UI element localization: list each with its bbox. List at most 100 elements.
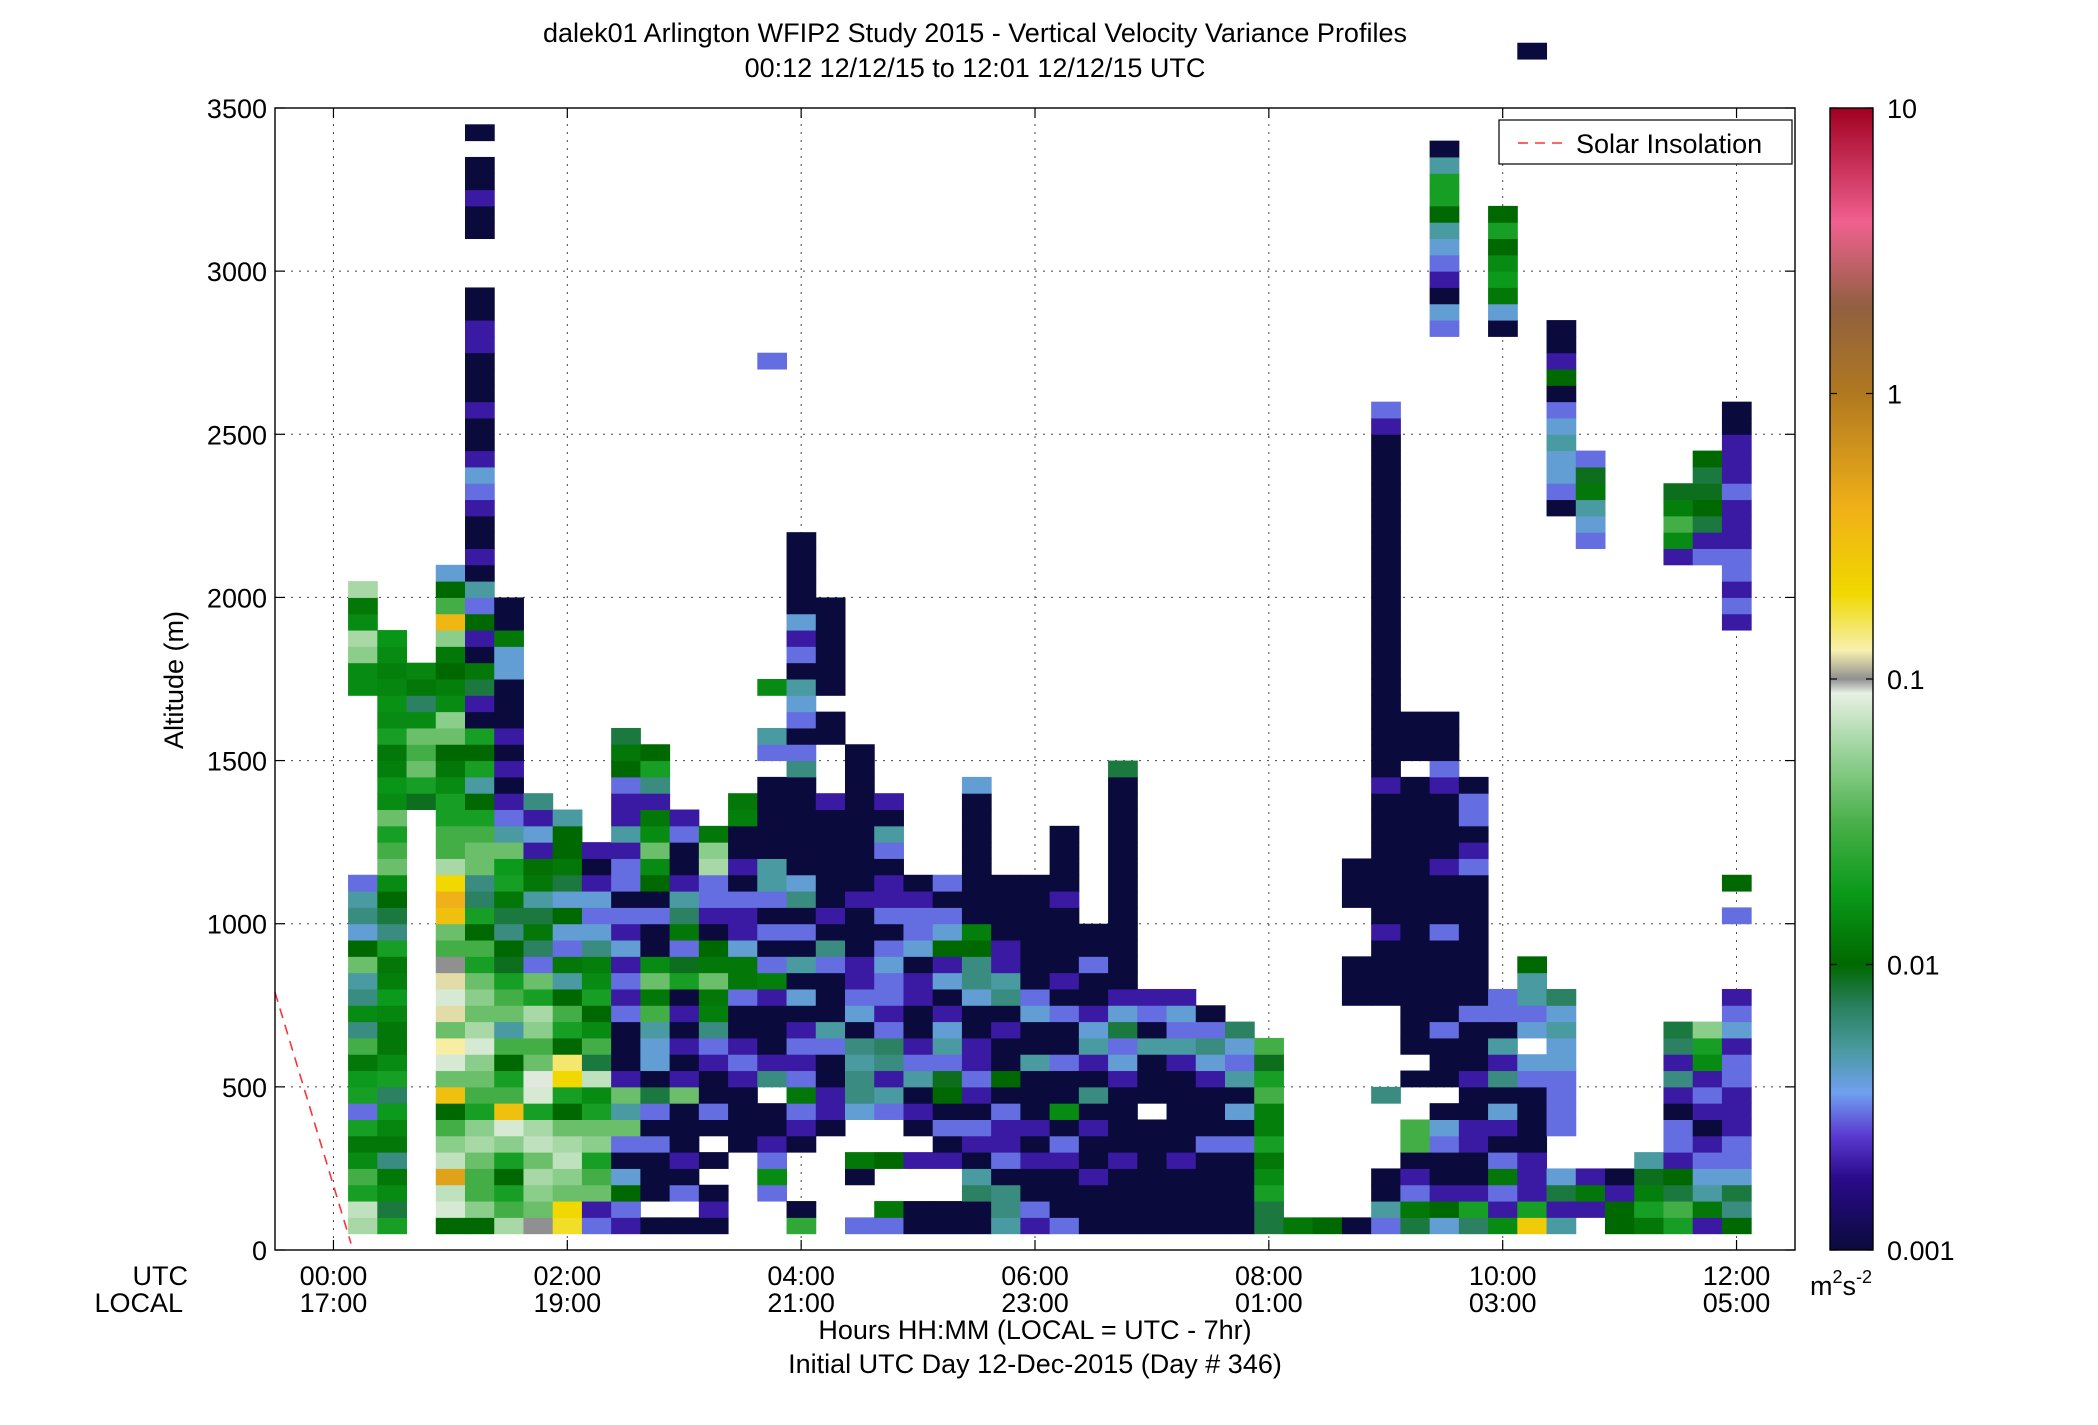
heatmap-cell xyxy=(1371,793,1401,811)
heatmap-cell xyxy=(1078,1119,1109,1137)
heatmap-cell xyxy=(669,1103,700,1120)
heatmap-cell xyxy=(815,597,846,615)
heatmap-cell xyxy=(1166,1086,1197,1104)
heatmap-cell xyxy=(435,776,466,794)
x-tick-label-utc: 12:00 xyxy=(1703,1261,1771,1291)
heatmap-cell xyxy=(1400,1168,1431,1186)
heatmap-cell xyxy=(465,940,495,957)
heatmap-cell xyxy=(845,874,875,892)
heatmap-cell xyxy=(581,1086,612,1104)
heatmap-cell xyxy=(1108,1135,1138,1153)
heatmap-cell xyxy=(1721,466,1752,484)
heatmap-cell xyxy=(786,630,817,647)
heatmap-cell xyxy=(757,907,788,925)
heatmap-cell xyxy=(494,923,524,941)
heatmap-cell xyxy=(1371,401,1401,419)
heatmap-cell xyxy=(1108,923,1138,941)
heatmap-cell xyxy=(1458,1184,1489,1202)
heatmap-cell xyxy=(874,842,904,859)
heatmap-cell xyxy=(1400,776,1431,794)
heatmap-cell xyxy=(1546,320,1577,337)
heatmap-cell xyxy=(581,1201,612,1218)
heatmap-cell xyxy=(874,858,904,876)
heatmap-cell xyxy=(1049,1184,1080,1202)
heatmap-cell xyxy=(552,1054,583,1072)
heatmap-cell xyxy=(815,1086,846,1104)
heatmap-cell xyxy=(523,1168,554,1186)
heatmap-cell xyxy=(669,1119,700,1137)
heatmap-cell xyxy=(494,727,524,745)
heatmap-cell xyxy=(815,662,846,680)
heatmap-cell xyxy=(435,630,466,647)
heatmap-cell xyxy=(1078,972,1109,990)
heatmap-cell xyxy=(845,842,875,859)
heatmap-cell xyxy=(611,727,641,745)
heatmap-cell xyxy=(903,1021,934,1039)
heatmap-cell xyxy=(1108,972,1138,990)
heatmap-cell xyxy=(465,352,495,370)
heatmap-cell xyxy=(435,988,466,1006)
heatmap-cell xyxy=(728,858,758,876)
heatmap-cell xyxy=(786,760,817,778)
heatmap-cell xyxy=(1225,1152,1255,1169)
heatmap-cell xyxy=(1371,1086,1401,1104)
y-tick-label: 500 xyxy=(222,1073,267,1103)
heatmap-cell xyxy=(1166,1103,1197,1120)
heatmap-cell xyxy=(698,1184,729,1202)
heatmap-cell xyxy=(611,1086,641,1104)
heatmap-cell xyxy=(1254,1037,1284,1055)
heatmap-cell xyxy=(435,825,466,843)
x-tick-label-local: 05:00 xyxy=(1703,1288,1771,1318)
heatmap-cell xyxy=(1020,1184,1051,1202)
heatmap-cell xyxy=(757,352,788,370)
heatmap-cell xyxy=(1049,858,1080,876)
heatmap-cell xyxy=(581,923,612,941)
heatmap-cell xyxy=(1195,1184,1226,1202)
heatmap-cell xyxy=(728,1070,758,1088)
heatmap-cell xyxy=(348,956,378,974)
heatmap-cell xyxy=(465,874,495,892)
heatmap-cell xyxy=(1108,776,1138,794)
heatmap-cell xyxy=(435,613,466,631)
heatmap-cell xyxy=(1663,1119,1694,1137)
heatmap-cell xyxy=(991,1037,1021,1055)
heatmap-cell xyxy=(845,744,875,762)
heatmap-cell xyxy=(1721,1201,1752,1218)
colorbar-tick-label: 0.01 xyxy=(1887,951,1940,981)
heatmap-cell xyxy=(786,874,817,892)
heatmap-cell xyxy=(348,923,378,941)
heatmap-cell xyxy=(1458,1201,1489,1218)
heatmap-cell xyxy=(1341,874,1372,892)
heatmap-cell xyxy=(669,825,700,843)
colorbar-tick-label: 1 xyxy=(1887,380,1902,410)
heatmap-cell xyxy=(1108,1103,1138,1120)
heatmap-cell xyxy=(1195,1054,1226,1072)
y-tick-label: 3000 xyxy=(207,257,267,287)
heatmap-cell xyxy=(1137,1152,1168,1169)
heatmap-cell xyxy=(435,597,466,615)
heatmap-cell xyxy=(377,1054,408,1072)
heatmap-cell xyxy=(1692,1184,1723,1202)
heatmap-cell xyxy=(494,842,524,859)
heatmap-cell xyxy=(348,874,378,892)
heatmap-cell xyxy=(1049,1054,1080,1072)
heatmap-cell xyxy=(1137,988,1168,1006)
heatmap-cell xyxy=(1400,1005,1431,1023)
heatmap-cell xyxy=(698,1086,729,1104)
heatmap-cell xyxy=(1429,858,1460,876)
heatmap-cell xyxy=(465,793,495,811)
heatmap-cell xyxy=(552,972,583,990)
heatmap-cell xyxy=(377,1168,408,1186)
heatmap-cell xyxy=(611,1152,641,1169)
heatmap-cell xyxy=(465,776,495,794)
heatmap-cell xyxy=(728,940,758,957)
heatmap-cell xyxy=(1020,874,1051,892)
heatmap-cell xyxy=(1546,1021,1577,1039)
heatmap-cell xyxy=(874,891,904,908)
heatmap-cell xyxy=(815,825,846,843)
heatmap-cell xyxy=(786,597,817,615)
y-tick-label: 2500 xyxy=(207,420,267,450)
heatmap-cell xyxy=(903,1070,934,1088)
heatmap-cell xyxy=(494,597,524,615)
heatmap-cell xyxy=(377,776,408,794)
